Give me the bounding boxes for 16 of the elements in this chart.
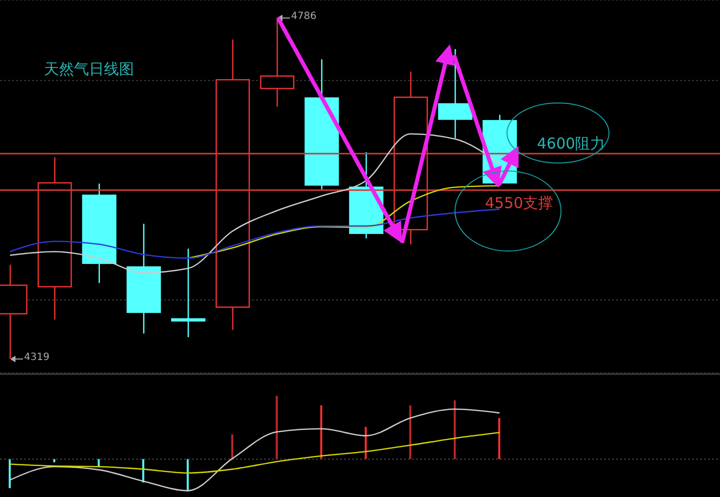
bar	[320, 405, 322, 460]
bar	[53, 459, 56, 462]
bar	[8, 459, 11, 488]
annotation: 4319	[24, 352, 50, 364]
bar	[364, 426, 367, 460]
candlestick	[171, 248, 206, 338]
bar	[409, 405, 412, 460]
bar	[231, 434, 234, 460]
ref-line-label: 4550支撑	[485, 194, 554, 212]
ref-line-label: 4600阻力	[537, 134, 606, 153]
bar	[498, 418, 500, 460]
bar	[186, 459, 189, 492]
bar	[454, 400, 456, 460]
bar	[276, 396, 278, 460]
annotation: 4786	[291, 10, 316, 22]
text: 天然气日线图	[44, 60, 134, 79]
